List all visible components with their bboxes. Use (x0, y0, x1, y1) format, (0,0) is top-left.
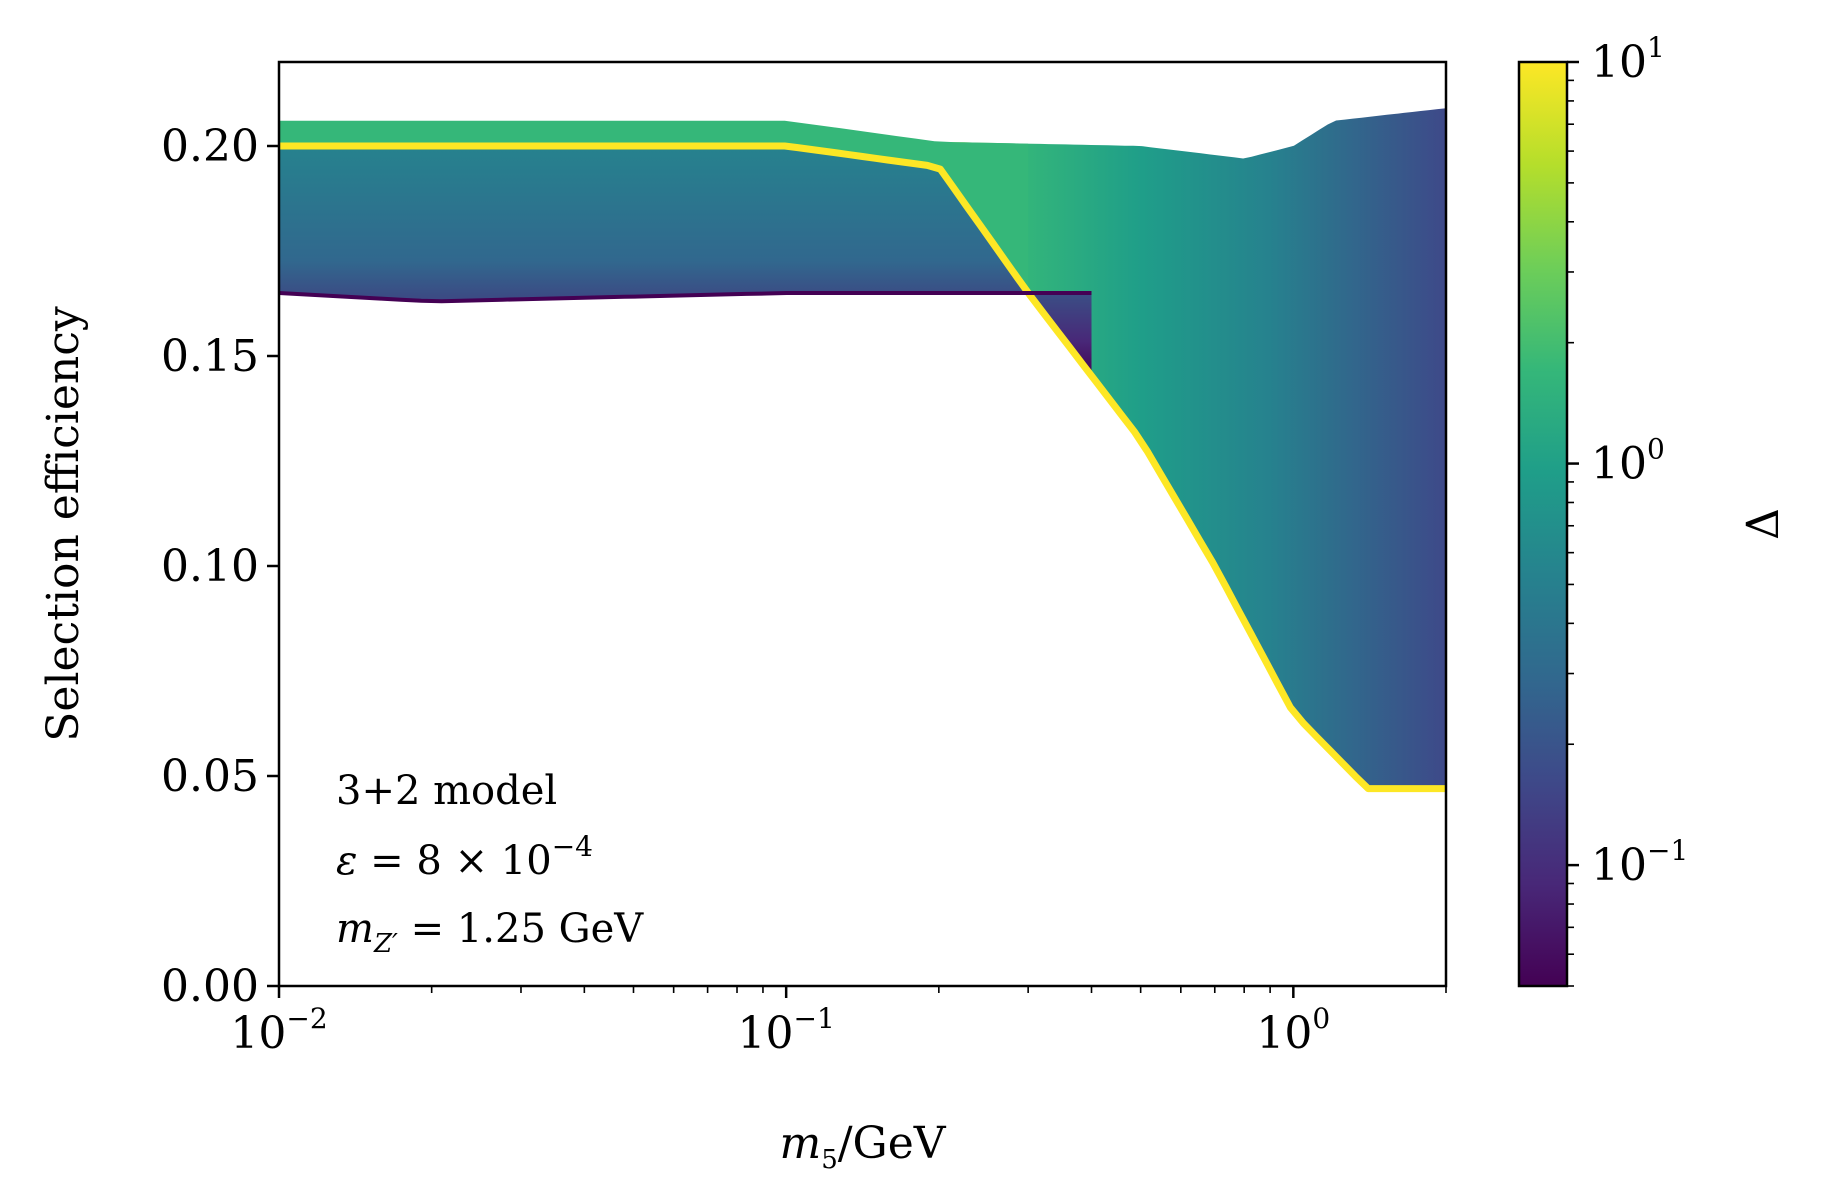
y-tick-label: 0.20 (161, 121, 259, 172)
y-axis-label: Selection efficiency (38, 306, 89, 742)
y-tick-label: 0.05 (161, 751, 259, 802)
colorbar-tick-label: 101 (1591, 31, 1665, 88)
annotation-epsilon: ε = 8 × 10−4 (336, 830, 593, 884)
x-tick-label: 10−1 (738, 1002, 835, 1059)
colorbar-gradient (1517, 60, 1569, 988)
x-axis-label: m5/GeV (779, 1118, 946, 1175)
annotation-model: 3+2 model (336, 768, 557, 814)
y-tick-label: 0.10 (161, 541, 259, 592)
x-tick-label: 10−2 (230, 1002, 327, 1059)
line-delta-min (279, 291, 1092, 304)
axes: 0.00 0.05 0.10 0.15 0.20 10−2 10−1 100 m5/GeV Sel… (38, 60, 1448, 1175)
band-region-top-strip (279, 120, 1029, 293)
annotation-box: 3+2 model ε = 8 × 10−4 mZ′ = 1.25 GeV (336, 768, 644, 959)
colorbar: 101 100 10−1 Δ (1517, 31, 1789, 988)
annotation-mass: mZ′ = 1.25 GeV (336, 906, 644, 959)
band-region-high-mass (938, 108, 1446, 789)
colorbar-tick-label: 10−1 (1591, 834, 1688, 891)
colorbar-label: Δ (1738, 508, 1789, 540)
line-delta-max (279, 142, 1446, 793)
band-region-low-mass (279, 146, 1092, 376)
y-tick-label: 0.15 (161, 331, 259, 382)
y-tick-label: 0.00 (161, 961, 259, 1012)
x-tick-label: 100 (1256, 1002, 1330, 1059)
colorbar-tick-label: 100 (1591, 433, 1665, 490)
plot-frame (277, 60, 1448, 988)
plot-area (279, 108, 1446, 793)
